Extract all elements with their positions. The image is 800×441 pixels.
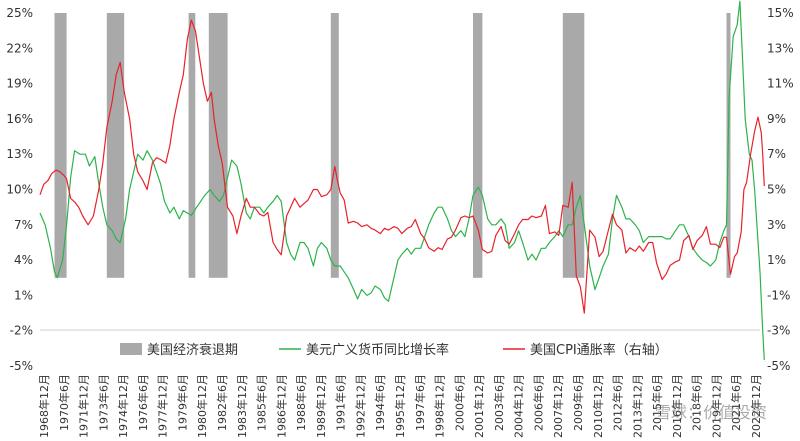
recession-band [473, 13, 483, 278]
left-y-tick: 7% [14, 218, 33, 232]
x-tick: 2022年12月 [749, 374, 763, 438]
recession-band [330, 13, 339, 278]
right-y-tick: 15% [767, 6, 794, 20]
recession-band [54, 13, 67, 278]
recession-band [106, 13, 125, 278]
left-y-tick: 22% [6, 41, 33, 55]
x-tick: 1980年12月 [195, 374, 209, 438]
x-tick: 1991年6月 [334, 374, 348, 431]
recession-band [562, 13, 585, 278]
right-y-axis: 15% 13% 11% 9% 7% 5% 3% 1% -1% -3% -5% [767, 6, 794, 373]
x-tick: 2015年6月 [650, 374, 664, 431]
x-tick: 1977年12月 [156, 374, 170, 438]
x-tick: 2004年12月 [512, 374, 526, 438]
x-tick: 2012年6月 [611, 374, 625, 431]
right-y-tick: -3% [767, 324, 790, 338]
x-tick: 2021年6月 [729, 374, 743, 431]
x-tick: 1986年12月 [274, 374, 288, 438]
x-tick: 2001年12月 [472, 374, 486, 438]
x-tick: 1976年6月 [136, 374, 150, 431]
left-y-tick: 16% [6, 112, 33, 126]
right-y-tick: 5% [767, 183, 786, 197]
x-tick: 2003年6月 [492, 374, 506, 431]
legend: 美国经济衰退期 美元广义货币同比增长率 美国CPI通胀率（右轴） [120, 342, 668, 358]
x-tick: 1995年12月 [393, 374, 407, 438]
left-y-tick: 13% [6, 147, 33, 161]
x-tick: 2006年6月 [531, 374, 545, 431]
legend-cpi-label: 美国CPI通胀率（右轴） [530, 342, 668, 358]
legend-recession-swatch [120, 343, 142, 355]
right-y-tick: 7% [767, 147, 786, 161]
x-tick: 2009年6月 [571, 374, 585, 431]
recession-bands [54, 13, 731, 278]
left-y-tick: 25% [6, 6, 33, 20]
left-y-tick: 4% [14, 253, 33, 267]
x-axis: 1968年12月 1970年6月 1971年12月 1973年6月 1974年12月 19… [37, 374, 763, 438]
right-y-tick: 1% [767, 253, 786, 267]
x-tick: 2018年6月 [690, 374, 704, 431]
watermark: 雪球：价值投资 [655, 403, 767, 422]
x-tick: 1968年12月 [37, 374, 51, 438]
x-tick: 2007年12月 [551, 374, 565, 438]
x-tick: 2000年6月 [452, 374, 466, 431]
left-y-tick: -2% [10, 324, 33, 338]
left-y-tick: 19% [6, 77, 33, 91]
x-tick: 1979年6月 [175, 374, 189, 431]
x-tick: 1971年12月 [77, 374, 91, 438]
recession-band [188, 13, 196, 278]
x-tick: 1997年6月 [413, 374, 427, 431]
right-y-tick: -1% [767, 288, 790, 302]
left-y-tick: 10% [6, 183, 33, 197]
x-tick: 1982年6月 [215, 374, 229, 431]
x-tick: 1994年6月 [373, 374, 387, 431]
x-tick: 1985年6月 [255, 374, 269, 431]
x-tick: 1983年12月 [235, 374, 249, 438]
right-y-tick: -5% [767, 359, 790, 373]
right-y-tick: 13% [767, 41, 794, 55]
legend-recession-label: 美国经济衰退期 [147, 342, 238, 358]
x-tick: 1970年6月 [57, 374, 71, 431]
series-lines [39, 0, 765, 361]
x-tick: 1998年12月 [433, 374, 447, 438]
legend-m2-label: 美元广义货币同比增长率 [306, 342, 449, 358]
right-y-tick: 11% [767, 77, 794, 91]
x-tick: 1973年6月 [96, 374, 110, 431]
right-y-tick: 9% [767, 112, 786, 126]
cpi-inflation-line [39, 19, 765, 314]
x-tick: 1988年6月 [294, 374, 308, 431]
m2-growth-line [39, 0, 765, 361]
x-tick: 1989年12月 [314, 374, 328, 438]
left-y-tick: -5% [10, 359, 33, 373]
x-tick: 2013年12月 [630, 374, 644, 438]
right-y-tick: 3% [767, 218, 786, 232]
x-tick: 2016年12月 [670, 374, 684, 438]
x-tick: 1974年12月 [116, 374, 130, 438]
x-tick: 1992年12月 [353, 374, 367, 438]
left-y-axis: 25% 22% 19% 16% 13% 10% 7% 4% 1% -2% -5% [6, 6, 33, 373]
left-y-tick: 1% [14, 288, 33, 302]
x-tick: 2019年12月 [709, 374, 723, 438]
x-tick: 2010年12月 [591, 374, 605, 438]
